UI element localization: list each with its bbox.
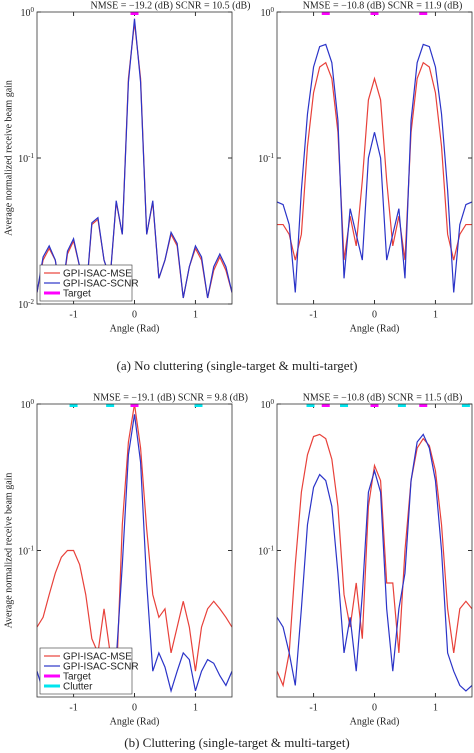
axes-frame [36,11,233,305]
y-tick-label: 10-2 [18,298,34,312]
chart-title: NMSE = −10.8 (dB) SCNR = 11.5 (dB) [303,392,463,403]
legend-label: Target [63,289,91,300]
y-tick-label: 100 [261,398,275,412]
y-tick-label: 10-1 [18,544,34,558]
series-line [277,43,472,293]
x-tick-label: -1 [69,702,77,713]
legend-label: Target [63,672,91,683]
y-tick-label: 10-1 [18,152,34,166]
y-tick-label: 10-1 [258,544,274,558]
x-axis-label: Angle (Rad) [110,716,160,727]
series-line [277,433,472,692]
caption: (a) No cluttering (single-target & multi… [116,358,357,373]
legend-label: GPI-ISAC-SCNR [63,279,139,290]
plot-area [277,12,472,304]
legend-label: GPI-ISAC-MSE [63,652,132,663]
y-axis-label: Average normalized receive beam gain [3,80,14,236]
x-tick-label: 0 [132,702,137,713]
chart-title: NMSE = −19.2 (dB) SCNR = 10.5 (dB) [91,0,251,11]
series-line [37,404,232,686]
plot-area [277,404,472,697]
axes-frame [276,11,473,305]
legend-label: GPI-ISAC-SCNR [63,662,139,673]
series-line [277,61,472,261]
caption: (b) Cluttering (single-target & multi-ta… [124,735,350,750]
chart-title: NMSE = −10.8 (dB) SCNR = 11.9 (dB) [303,0,463,11]
series-line [277,433,472,688]
y-tick-label: 100 [261,6,275,20]
x-tick-label: 1 [193,309,198,320]
x-tick-label: 0 [372,309,377,320]
chart-title: NMSE = −19.1 (dB) SCNR = 9.8 (dB) [93,392,248,403]
y-tick-label: 100 [21,6,35,20]
y-axis-label: Average normalized receive beam gain [3,473,14,629]
x-axis-label: Angle (Rad) [110,323,160,334]
y-tick-label: 100 [21,398,35,412]
x-tick-label: 0 [372,702,377,713]
x-tick-label: 1 [193,702,198,713]
axes-frame [36,403,233,698]
axes-frame [276,403,473,698]
legend-label: Clutter [63,682,93,693]
x-tick-label: -1 [309,702,317,713]
series-line [37,18,232,299]
x-tick-label: -1 [69,309,77,320]
x-tick-label: 0 [132,309,137,320]
x-tick-label: -1 [309,309,317,320]
legend-label: GPI-ISAC-MSE [63,269,132,280]
y-tick-label: 10-1 [258,152,274,166]
x-tick-label: 1 [433,309,438,320]
x-tick-label: 1 [433,702,438,713]
x-axis-label: Angle (Rad) [350,716,400,727]
x-axis-label: Angle (Rad) [350,323,400,334]
